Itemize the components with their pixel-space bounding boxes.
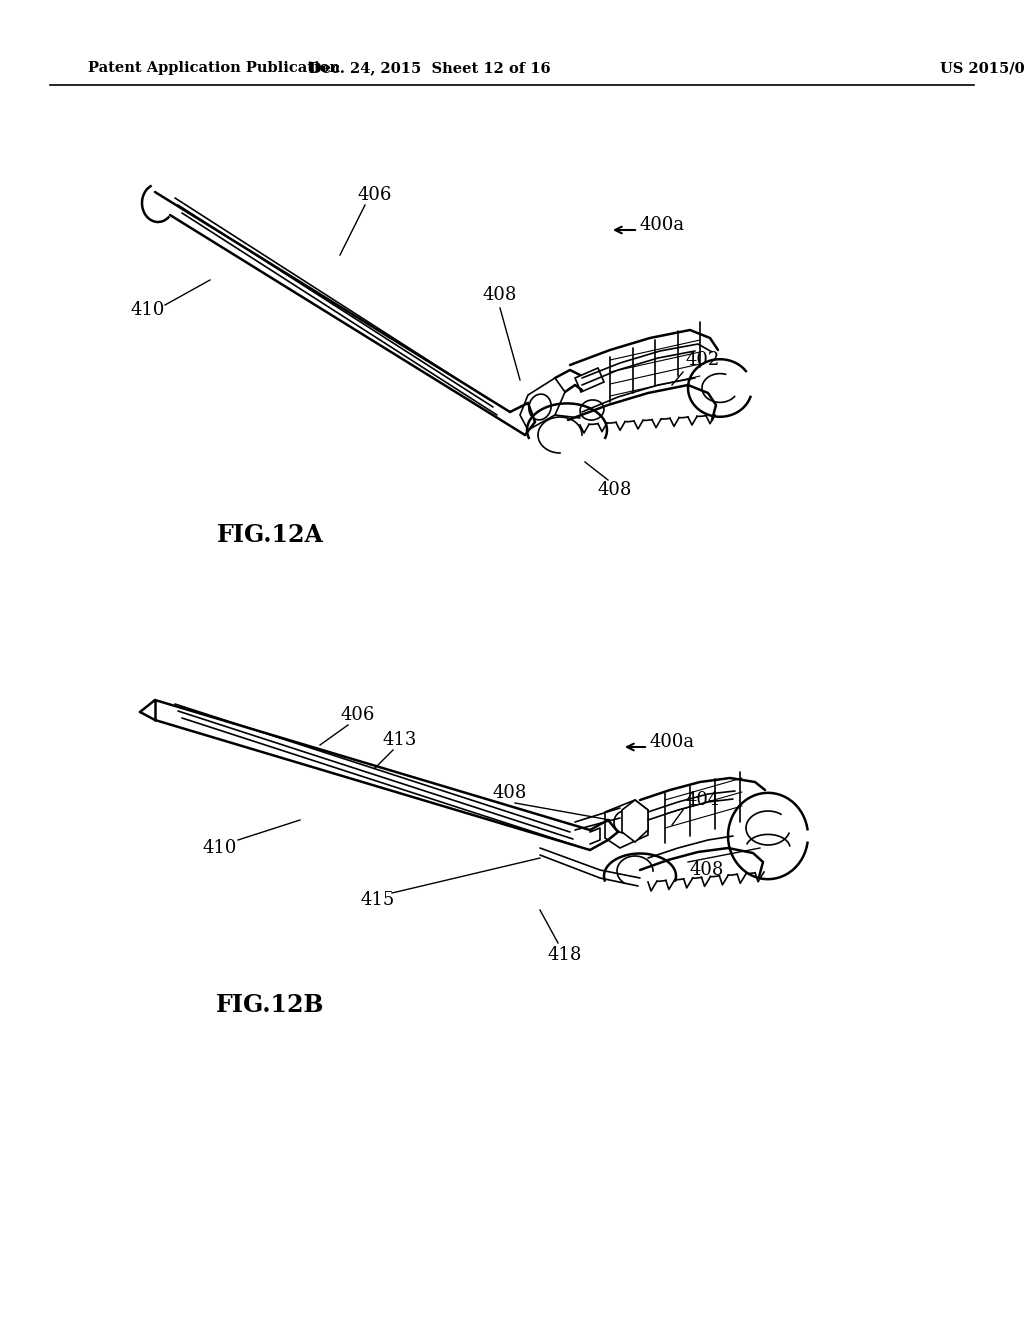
Text: 408: 408 bbox=[598, 480, 632, 499]
Text: 404: 404 bbox=[685, 791, 719, 809]
Text: 408: 408 bbox=[493, 784, 527, 803]
Polygon shape bbox=[622, 800, 648, 842]
Text: 406: 406 bbox=[357, 186, 392, 205]
Text: 410: 410 bbox=[203, 840, 238, 857]
Text: Dec. 24, 2015  Sheet 12 of 16: Dec. 24, 2015 Sheet 12 of 16 bbox=[309, 61, 551, 75]
Text: US 2015/0366673 A1: US 2015/0366673 A1 bbox=[940, 61, 1024, 75]
Text: 410: 410 bbox=[131, 301, 165, 319]
Text: 406: 406 bbox=[341, 706, 375, 723]
Text: 408: 408 bbox=[690, 861, 724, 879]
Text: 400a: 400a bbox=[650, 733, 695, 751]
Text: 402: 402 bbox=[685, 351, 719, 370]
Polygon shape bbox=[520, 378, 565, 430]
Text: 413: 413 bbox=[383, 731, 417, 748]
Text: 400a: 400a bbox=[640, 216, 685, 234]
Text: 415: 415 bbox=[360, 891, 395, 909]
Text: FIG.12B: FIG.12B bbox=[216, 993, 325, 1016]
Polygon shape bbox=[605, 800, 648, 847]
Text: Patent Application Publication: Patent Application Publication bbox=[88, 61, 340, 75]
Text: FIG.12A: FIG.12A bbox=[216, 523, 324, 546]
Text: 418: 418 bbox=[548, 946, 583, 964]
Text: 408: 408 bbox=[482, 286, 517, 304]
Polygon shape bbox=[575, 368, 604, 392]
